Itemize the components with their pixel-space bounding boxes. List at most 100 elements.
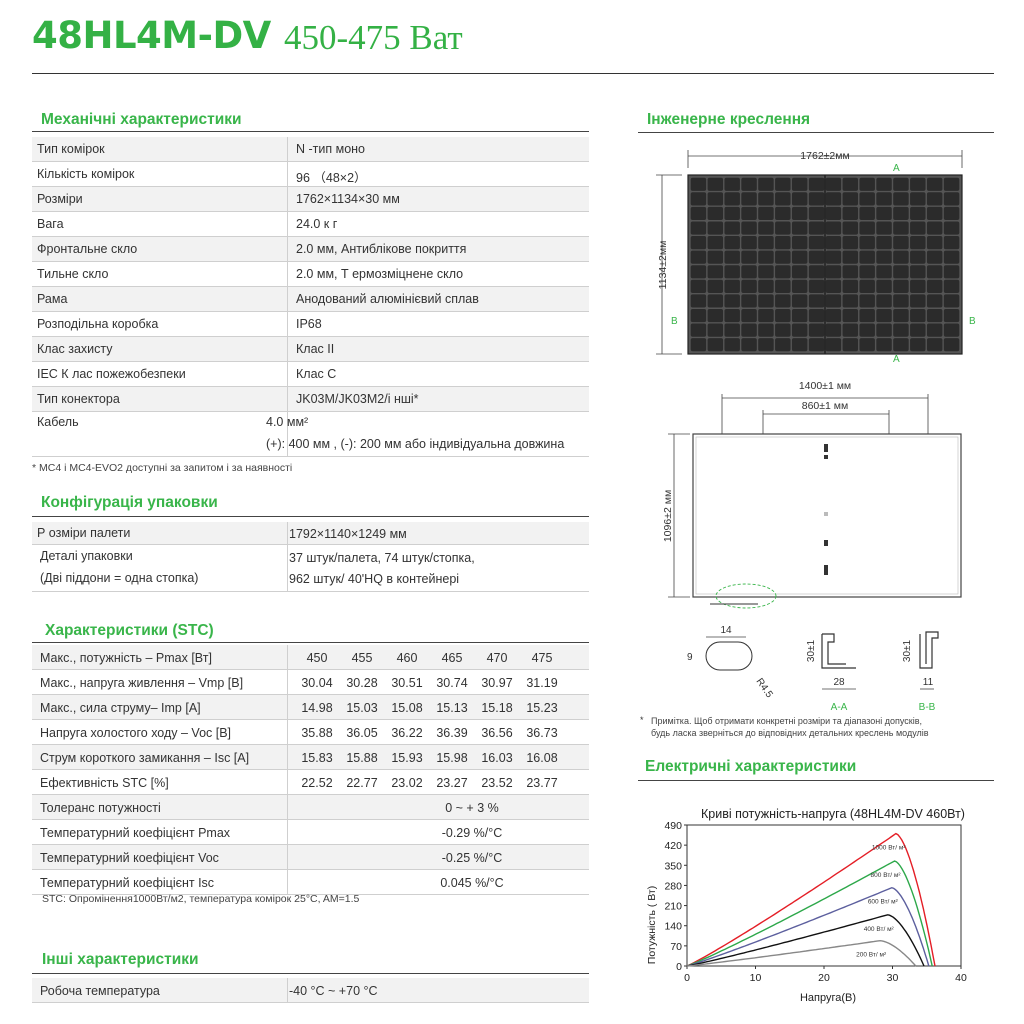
stc-value: 15.13 xyxy=(436,701,468,715)
solar-cell xyxy=(926,250,943,264)
stc-value: 23.02 xyxy=(391,776,423,790)
electrical-section-title: Електричні характеристики xyxy=(645,758,857,775)
spec-value: 96 （48×2） xyxy=(287,162,367,186)
drawing-rule xyxy=(638,132,994,134)
details-label: Деталі упаковки xyxy=(40,549,133,563)
solar-cell xyxy=(724,308,740,323)
solar-cell xyxy=(893,338,909,352)
solar-cell xyxy=(724,177,740,191)
x-tick-label: 30 xyxy=(887,972,899,984)
solar-cell xyxy=(741,308,757,323)
operating-temp-sep xyxy=(287,978,288,1002)
solar-cell xyxy=(791,308,808,323)
stc-row: Макс., сила струму– Imp [A] 14.98 15.03 15.… xyxy=(32,695,589,720)
stc-sep xyxy=(287,670,288,694)
spec-value: Клас C xyxy=(287,362,336,386)
solar-cell xyxy=(859,236,875,250)
pv-curve-label: 600 Вт/ м² xyxy=(868,899,899,906)
solar-cell xyxy=(825,236,842,250)
solar-cell xyxy=(775,250,791,264)
spec-value: Клас II xyxy=(287,337,334,361)
solar-cell xyxy=(825,206,842,221)
solar-cell xyxy=(690,221,707,235)
solar-cell xyxy=(842,265,859,279)
engineering-drawing: 1762±2мм 1134±2мм A A B B 1400±1 мм 860±… xyxy=(656,150,976,713)
spec-label: Клас захисту xyxy=(37,342,113,356)
stc-value: 460 xyxy=(396,651,418,665)
section-bb-label: B-B xyxy=(919,702,936,713)
dim-height: 1134±2мм xyxy=(657,241,669,290)
solar-cell xyxy=(910,221,926,235)
solar-cell xyxy=(808,265,825,279)
pv-curve-line xyxy=(686,914,925,967)
solar-cell xyxy=(758,323,774,337)
stc-value: 475 xyxy=(531,651,553,665)
solar-cell xyxy=(707,250,724,264)
stc-value: 30.74 xyxy=(436,676,468,690)
solar-cell xyxy=(859,177,875,191)
solar-cell xyxy=(876,192,892,206)
spec-value: N -тип моно xyxy=(287,137,365,161)
solar-cell xyxy=(876,294,892,308)
stc-value: 0 ~ + 3 % xyxy=(445,801,499,815)
stc-value: 15.88 xyxy=(346,751,378,765)
solar-cell xyxy=(893,250,909,264)
stc-sep xyxy=(287,720,288,744)
spec-row: Вага 24.0 к г xyxy=(32,212,589,237)
spec-value: 2.0 мм, Антиблікове покриття xyxy=(287,237,466,261)
solar-cell xyxy=(707,192,724,206)
spec-label: Фронтальне скло xyxy=(37,242,138,256)
solar-cell xyxy=(893,236,909,250)
solar-cell xyxy=(775,323,791,337)
solar-cell xyxy=(842,294,859,308)
solar-cell xyxy=(758,177,774,191)
solar-cell xyxy=(910,177,926,191)
solar-cell xyxy=(825,250,842,264)
solar-cell xyxy=(893,192,909,206)
solar-cell xyxy=(724,250,740,264)
stc-sep xyxy=(287,795,288,819)
solar-cell xyxy=(893,279,909,293)
operating-temp-row: Робоча температура -40 °C ~ +70 °C xyxy=(32,978,589,1003)
solar-cell xyxy=(690,177,707,191)
spec-label: Розміри xyxy=(37,192,83,206)
solar-cell xyxy=(775,221,791,235)
solar-cell xyxy=(758,338,774,352)
solar-cell xyxy=(943,338,960,352)
drawing-section-title: Інженерне креслення xyxy=(647,111,811,128)
stc-label: Ефективність STC [%] xyxy=(40,776,169,790)
stc-value: 15.08 xyxy=(391,701,423,715)
solar-cell xyxy=(724,323,740,337)
stc-value: 36.39 xyxy=(436,726,468,740)
stc-value: 15.23 xyxy=(526,701,558,715)
solar-cell xyxy=(893,265,909,279)
stc-value: 30.04 xyxy=(301,676,333,690)
solar-cell xyxy=(724,236,740,250)
solar-cell xyxy=(876,177,892,191)
solar-cell xyxy=(791,206,808,221)
solar-cell xyxy=(825,294,842,308)
cable-section: 4.0 мм² xyxy=(266,415,309,429)
solar-cell xyxy=(926,323,943,337)
y-tick-label: 280 xyxy=(664,880,682,892)
solar-cell xyxy=(943,221,960,235)
stc-label: Макс., потужність – Pmax [Вт] xyxy=(40,651,212,665)
solar-cell xyxy=(842,279,859,293)
section-b-left: B xyxy=(671,316,678,327)
mechanical-rule xyxy=(32,131,589,133)
solar-cell xyxy=(808,177,825,191)
spec-row: Розміри 1762×1134×30 мм xyxy=(32,187,589,212)
detail-28: 28 xyxy=(833,677,845,688)
pv-curve-line xyxy=(686,832,936,967)
solar-cell xyxy=(724,294,740,308)
stc-value: 450 xyxy=(306,651,328,665)
solar-cell xyxy=(741,294,757,308)
solar-cell xyxy=(943,308,960,323)
header-divider xyxy=(32,73,994,74)
pallet-label: Р озміри палети xyxy=(37,526,131,540)
solar-cell xyxy=(775,294,791,308)
solar-cell xyxy=(791,236,808,250)
note-star: * xyxy=(640,715,644,725)
solar-cell xyxy=(724,221,740,235)
stc-row: Напруга холостого ходу – Voc [В] 35.88 36.… xyxy=(32,720,589,745)
